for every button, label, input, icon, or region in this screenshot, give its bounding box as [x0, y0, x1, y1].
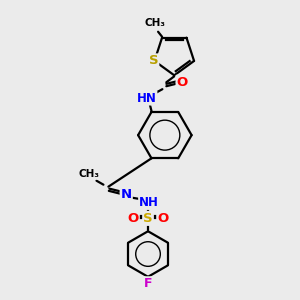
Text: CH₃: CH₃ — [145, 18, 166, 28]
Text: O: O — [177, 76, 188, 89]
Text: O: O — [157, 212, 169, 225]
Text: HN: HN — [136, 92, 157, 105]
Text: S: S — [149, 54, 158, 68]
Text: O: O — [128, 212, 139, 225]
Text: CH₃: CH₃ — [78, 169, 99, 179]
Text: NH: NH — [139, 196, 159, 209]
Text: N: N — [121, 188, 132, 201]
Text: F: F — [144, 277, 152, 290]
Text: S: S — [143, 212, 153, 225]
